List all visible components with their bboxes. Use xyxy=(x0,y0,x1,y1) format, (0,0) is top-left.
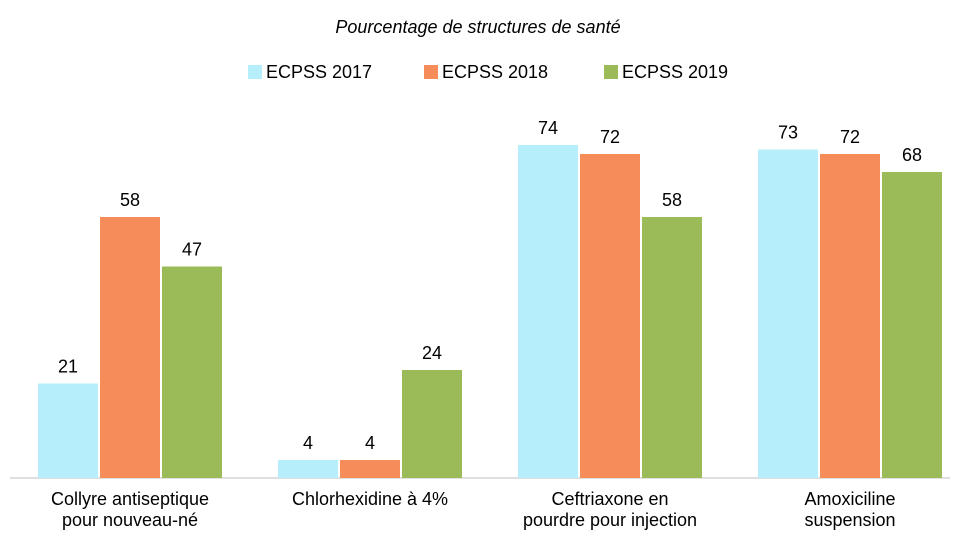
data-label: 21 xyxy=(58,356,78,376)
x-tick-label: Collyre antiseptique pour nouveau-né xyxy=(51,489,209,530)
chart-title: Pourcentage de structures de santé xyxy=(335,17,620,37)
data-label: 4 xyxy=(365,433,375,453)
bar xyxy=(580,154,640,478)
x-tick-label: Chlorhexidine à 4% xyxy=(292,489,448,509)
bar xyxy=(518,145,578,478)
bar xyxy=(882,172,942,478)
x-tick-label: Amoxiciline suspension xyxy=(804,489,895,530)
legend-swatch xyxy=(604,65,618,79)
bar xyxy=(278,460,338,478)
data-label: 58 xyxy=(662,190,682,210)
data-label: 4 xyxy=(303,433,313,453)
legend-label: ECPSS 2017 xyxy=(266,62,372,82)
data-label: 58 xyxy=(120,190,140,210)
data-label: 68 xyxy=(902,145,922,165)
legend-label: ECPSS 2019 xyxy=(622,62,728,82)
data-label: 72 xyxy=(840,127,860,147)
x-tick-label: Ceftriaxone en pourdre pour injection xyxy=(523,489,697,530)
bar xyxy=(100,217,160,478)
bar xyxy=(340,460,400,478)
data-label: 73 xyxy=(778,122,798,142)
bar xyxy=(758,149,818,478)
bar xyxy=(642,217,702,478)
data-label: 72 xyxy=(600,127,620,147)
legend-swatch xyxy=(248,65,262,79)
bar xyxy=(402,370,462,478)
data-label: 24 xyxy=(422,343,442,363)
legend-swatch xyxy=(424,65,438,79)
legend-label: ECPSS 2018 xyxy=(442,62,548,82)
bar xyxy=(820,154,880,478)
bar xyxy=(38,383,98,478)
bar xyxy=(162,266,222,478)
data-label: 74 xyxy=(538,118,558,138)
data-label: 47 xyxy=(182,239,202,259)
